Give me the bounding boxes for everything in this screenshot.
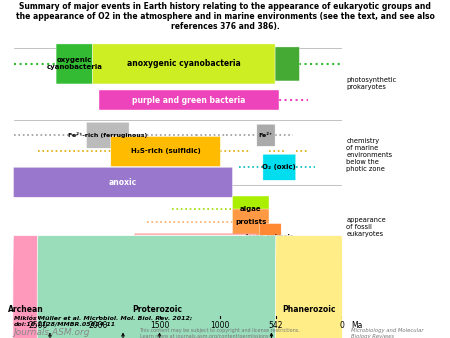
Text: Microbiology and Molecular
Biology Reviews: Microbiology and Molecular Biology Revie… — [351, 328, 423, 338]
Text: photosynthetic
prokaryotes: photosynthetic prokaryotes — [346, 77, 396, 91]
Text: ~580 ocean oxygenation: ~580 ocean oxygenation — [232, 334, 311, 338]
Text: 542: 542 — [269, 321, 284, 330]
Text: Proterozoic: Proterozoic — [132, 305, 182, 314]
FancyBboxPatch shape — [257, 124, 275, 146]
Text: 1500: 1500 — [150, 321, 169, 330]
Text: 2500: 2500 — [28, 321, 48, 330]
FancyBboxPatch shape — [275, 47, 299, 81]
Text: 2000: 2000 — [89, 321, 108, 330]
Text: Miklós Müller et al. Microbiol. Mol. Biol. Rev. 2012;
doi:10.1128/MMBR.05024-11: Miklós Müller et al. Microbiol. Mol. Bio… — [14, 316, 192, 327]
FancyBboxPatch shape — [111, 137, 220, 167]
FancyBboxPatch shape — [135, 234, 257, 267]
FancyBboxPatch shape — [37, 236, 277, 338]
Text: Journals.ASM.org: Journals.ASM.org — [14, 328, 90, 337]
FancyBboxPatch shape — [86, 122, 129, 148]
Text: H₂S-rich (sulfidic): H₂S-rich (sulfidic) — [130, 148, 200, 154]
FancyBboxPatch shape — [233, 196, 269, 222]
FancyBboxPatch shape — [259, 223, 281, 249]
Text: ~1800  onset of marine euxinia: ~1800 onset of marine euxinia — [73, 334, 173, 338]
Text: anoxic: anoxic — [109, 178, 137, 187]
Text: large animals: large animals — [247, 234, 294, 239]
FancyBboxPatch shape — [275, 236, 342, 338]
FancyBboxPatch shape — [93, 44, 275, 84]
Text: ~1500  eukaryotes: ~1500 eukaryotes — [130, 334, 189, 338]
FancyBboxPatch shape — [233, 209, 269, 235]
Text: oxygenic
cyanobacteria: oxygenic cyanobacteria — [46, 57, 102, 70]
Text: anoxygenic cyanobacteria: anoxygenic cyanobacteria — [127, 59, 241, 69]
Text: chemistry
of marine
environments
below the
photic zone: chemistry of marine environments below t… — [346, 138, 392, 172]
Text: appearance
of fossil
eukaryotes: appearance of fossil eukaryotes — [346, 217, 386, 237]
Text: 1000: 1000 — [211, 321, 230, 330]
Text: purple and green bacteria: purple and green bacteria — [132, 96, 245, 105]
Text: 0: 0 — [340, 321, 344, 330]
Text: algae: algae — [240, 206, 261, 212]
Text: Ma: Ma — [352, 321, 363, 330]
Text: ~2400 onset of
atmospheric O₂: ~2400 onset of atmospheric O₂ — [26, 334, 74, 338]
FancyBboxPatch shape — [263, 154, 296, 180]
FancyBboxPatch shape — [13, 236, 38, 338]
Text: This content may be subject to copyright and license restrictions.
Learn more at: This content may be subject to copyright… — [140, 328, 300, 338]
FancyBboxPatch shape — [14, 167, 233, 197]
Bar — [99, 90, 279, 110]
Text: Fe²⁺: Fe²⁺ — [259, 133, 273, 138]
Text: Phanerozoic: Phanerozoic — [282, 305, 336, 314]
Text: Archean: Archean — [8, 305, 44, 314]
FancyBboxPatch shape — [56, 44, 93, 84]
Text: O₂ (oxic): O₂ (oxic) — [262, 164, 296, 170]
Text: protists: protists — [235, 219, 266, 225]
Text: Summary of major events in Earth history relating to the appearance of eukaryoti: Summary of major events in Earth history… — [16, 2, 434, 31]
Text: Fe²⁺-rich (ferruginous): Fe²⁺-rich (ferruginous) — [68, 132, 148, 138]
Text: origin and diversification
of eukaryotic supergroups: origin and diversification of eukaryotic… — [155, 245, 237, 256]
